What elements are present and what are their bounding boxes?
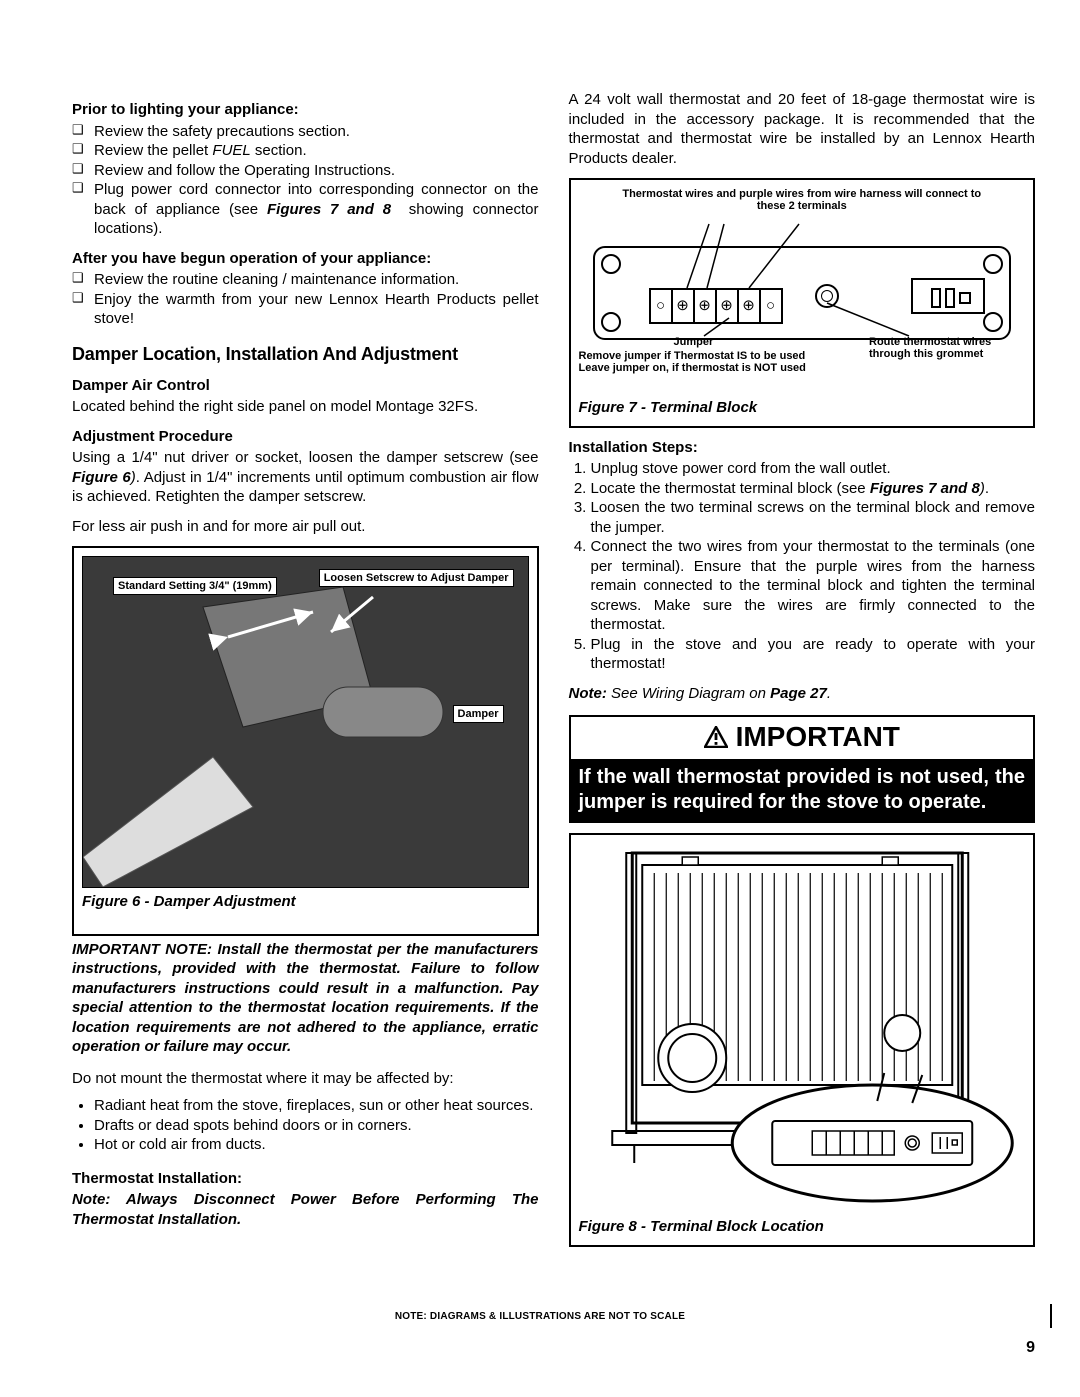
adj-heading: Adjustment Procedure <box>72 427 539 447</box>
step-item: Connect the two wires from your thermost… <box>591 537 1036 635</box>
fig7-route-label: Route thermostat wires through this grom… <box>869 336 1019 360</box>
screw-icon <box>601 254 621 274</box>
install-steps-heading: Installation Steps: <box>569 438 1036 458</box>
after-heading: After you have begun operation of your a… <box>72 249 539 269</box>
screw-icon <box>983 312 1003 332</box>
install-steps: Unplug stove power cord from the wall ou… <box>569 459 1036 674</box>
after-list: Review the routine cleaning / maintenanc… <box>72 270 539 329</box>
fig8-svg <box>579 843 1026 1213</box>
figure6-photo: Standard Setting 3/4" (19mm) Loosen Sets… <box>82 556 529 888</box>
figure8-box: Figure 8 - Terminal Block Location <box>569 833 1036 1247</box>
step-item: Plug in the stove and you are ready to o… <box>591 635 1036 674</box>
fig7-caption: Figure 7 - Terminal Block <box>579 398 1026 418</box>
section-heading: Damper Location, Installation And Adjust… <box>72 343 539 366</box>
important-title: IMPORTANT <box>571 717 1034 761</box>
important-box: IMPORTANT If the wall thermostat provide… <box>569 715 1036 823</box>
thermostat-install-note: Note: Always Disconnect Power Before Per… <box>72 1190 539 1229</box>
thermostat-install-heading: Thermostat Installation: <box>72 1169 539 1189</box>
prior-heading: Prior to lighting your appliance: <box>72 100 539 120</box>
checklist-item: Review the safety precautions section. <box>72 122 539 142</box>
prior-list: Review the safety precautions section. R… <box>72 122 539 239</box>
fig6-caption: Figure 6 - Damper Adjustment <box>82 892 529 912</box>
dac-body: Located behind the right side panel on m… <box>72 397 539 417</box>
bullet-item: Hot or cold air from ducts. <box>94 1135 539 1155</box>
checklist-item: Plug power cord connector into correspon… <box>72 180 539 239</box>
checklist-item: Enjoy the warmth from your new Lennox He… <box>72 290 539 329</box>
figure7-diagram: Thermostat wires and purple wires from w… <box>579 188 1026 388</box>
terminal-block: ○⊕⊕⊕⊕○ <box>649 288 783 324</box>
screw-icon <box>983 254 1003 274</box>
fig7-top-text: Thermostat wires and purple wires from w… <box>609 188 996 212</box>
step-item: Unplug stove power cord from the wall ou… <box>591 459 1036 479</box>
power-connector <box>911 278 985 314</box>
footer-note: NOTE: DIAGRAMS & ILLUSTRATIONS ARE NOT T… <box>0 1311 1080 1322</box>
grommet-icon <box>815 284 839 308</box>
figure8-diagram <box>579 843 1026 1213</box>
checklist-item: Review the routine cleaning / maintenanc… <box>72 270 539 290</box>
bullet-item: Radiant heat from the stove, fireplaces,… <box>94 1096 539 1116</box>
side-rule <box>1050 1304 1052 1328</box>
warning-icon <box>704 726 728 748</box>
adj-body2: For less air push in and for more air pu… <box>72 517 539 537</box>
fig8-caption: Figure 8 - Terminal Block Location <box>579 1217 1026 1237</box>
adj-body: Using a 1/4" nut driver or socket, loose… <box>72 448 539 507</box>
bullet-list: Radiant heat from the stove, fireplaces,… <box>72 1096 539 1155</box>
wiring-note: Note: See Wiring Diagram on Page 27. <box>569 684 1036 704</box>
page: Prior to lighting your appliance: Review… <box>0 0 1080 1291</box>
bullet-item: Drafts or dead spots behind doors or in … <box>94 1116 539 1136</box>
step-item: Loosen the two terminal screws on the te… <box>591 498 1036 537</box>
important-note: IMPORTANT NOTE: Install the thermostat p… <box>72 940 539 1057</box>
checklist-item: Review the pellet FUEL section. <box>72 141 539 161</box>
important-body: If the wall thermostat provided is not u… <box>571 761 1034 821</box>
dac-heading: Damper Air Control <box>72 376 539 396</box>
figure7-box: Thermostat wires and purple wires from w… <box>569 178 1036 428</box>
figure6-box: Standard Setting 3/4" (19mm) Loosen Sets… <box>72 546 539 936</box>
right-column: A 24 volt wall thermostat and 20 feet of… <box>569 90 1036 1251</box>
step-item: Locate the thermostat terminal block (se… <box>591 479 1036 499</box>
do-not-mount: Do not mount the thermostat where it may… <box>72 1069 539 1089</box>
screw-icon <box>601 312 621 332</box>
right-intro: A 24 volt wall thermostat and 20 feet of… <box>569 90 1036 168</box>
important-label: IMPORTANT <box>736 719 900 755</box>
fig6-overlay <box>83 557 528 887</box>
fig7-jumper-label: Jumper <box>674 336 714 348</box>
page-number: 9 <box>1026 1339 1035 1357</box>
left-column: Prior to lighting your appliance: Review… <box>72 90 539 1251</box>
checklist-item: Review and follow the Operating Instruct… <box>72 161 539 181</box>
fig7-remove-label: Remove jumper if Thermostat IS to be use… <box>579 350 829 374</box>
